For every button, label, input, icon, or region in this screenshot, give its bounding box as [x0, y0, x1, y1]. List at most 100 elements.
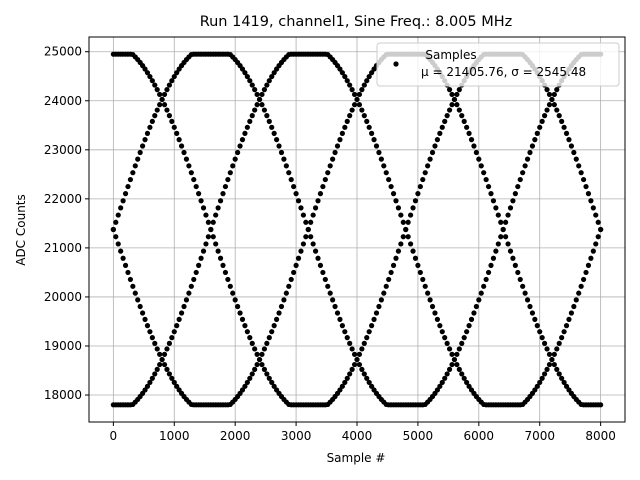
data-point	[490, 255, 497, 261]
data-point	[208, 226, 214, 233]
data-point	[573, 297, 579, 303]
data-point	[259, 102, 265, 108]
data-point	[135, 297, 141, 303]
data-point	[590, 248, 596, 254]
data-point	[546, 351, 553, 357]
data-point	[278, 149, 285, 156]
data-point	[388, 269, 394, 276]
data-point	[517, 276, 523, 283]
data-point	[490, 198, 497, 204]
data-point	[478, 290, 484, 296]
data-point	[220, 191, 226, 197]
chart-title: Run 1419, channel1, Sine Freq.: 8.005 MH…	[200, 14, 513, 30]
data-point	[398, 241, 404, 247]
data-point	[235, 303, 241, 310]
data-point	[210, 234, 216, 240]
data-point	[164, 346, 170, 352]
data-point	[113, 234, 119, 240]
data-point	[488, 262, 494, 268]
data-point	[271, 323, 277, 329]
data-point	[247, 78, 253, 84]
data-point	[437, 383, 443, 389]
data-point	[300, 241, 306, 247]
data-point	[159, 96, 165, 103]
data-point	[149, 335, 155, 341]
data-point	[364, 78, 370, 84]
data-point	[132, 290, 138, 296]
data-point	[364, 118, 370, 124]
data-point	[446, 107, 453, 113]
data-point	[144, 383, 151, 389]
data-point	[332, 149, 338, 156]
data-point	[420, 276, 426, 283]
data-point	[125, 183, 131, 190]
data-point	[235, 149, 241, 156]
data-point	[317, 191, 324, 197]
data-point	[551, 102, 557, 108]
data-point	[464, 124, 470, 130]
data-point	[542, 340, 548, 346]
data-point	[252, 87, 258, 93]
data-point	[454, 351, 460, 357]
data-point	[183, 156, 190, 162]
data-point	[595, 234, 601, 240]
data-point	[383, 283, 389, 289]
data-point	[259, 361, 265, 368]
data-point	[400, 234, 406, 240]
data-point	[149, 375, 155, 381]
data-point	[446, 366, 453, 372]
data-point	[261, 107, 268, 113]
data-point	[473, 149, 479, 156]
legend: Samples μ = 21405.76, σ = 2545.48	[376, 42, 620, 87]
data-point	[559, 118, 565, 124]
data-point	[288, 176, 294, 183]
data-point	[342, 329, 348, 335]
data-point	[527, 149, 533, 156]
data-point	[371, 316, 377, 322]
data-point	[337, 387, 343, 393]
data-point	[371, 137, 377, 143]
data-point	[556, 371, 562, 377]
data-point	[476, 297, 482, 303]
data-point	[274, 316, 280, 322]
data-point	[422, 170, 428, 176]
data-point	[227, 283, 233, 289]
data-point	[332, 303, 338, 310]
data-point	[468, 316, 475, 322]
data-point	[585, 191, 592, 197]
data-point	[454, 91, 460, 98]
y-tick-label: 25000	[44, 45, 82, 59]
data-point	[181, 303, 187, 310]
y-tick-label: 22000	[44, 192, 82, 206]
data-point	[254, 351, 260, 357]
data-point	[561, 329, 567, 335]
data-point	[505, 241, 511, 247]
data-point	[529, 310, 536, 316]
data-point	[549, 96, 555, 103]
data-point	[176, 316, 182, 322]
data-point	[500, 226, 506, 233]
data-point	[147, 124, 153, 130]
data-point	[568, 143, 575, 149]
data-point	[125, 269, 131, 276]
data-point	[196, 262, 202, 268]
data-point	[366, 73, 372, 80]
data-point	[271, 383, 277, 389]
data-point	[174, 70, 180, 76]
data-point	[339, 70, 345, 76]
data-point	[571, 149, 577, 156]
data-point	[130, 170, 136, 176]
data-point	[344, 335, 350, 341]
data-point	[510, 198, 516, 204]
data-point	[349, 107, 355, 113]
data-point	[366, 329, 372, 335]
data-point	[464, 329, 470, 335]
data-point	[351, 91, 358, 98]
data-point	[369, 323, 375, 329]
data-point	[561, 124, 567, 130]
data-point	[315, 255, 321, 261]
data-point	[598, 226, 604, 233]
data-point	[503, 234, 509, 240]
data-point	[432, 310, 438, 316]
